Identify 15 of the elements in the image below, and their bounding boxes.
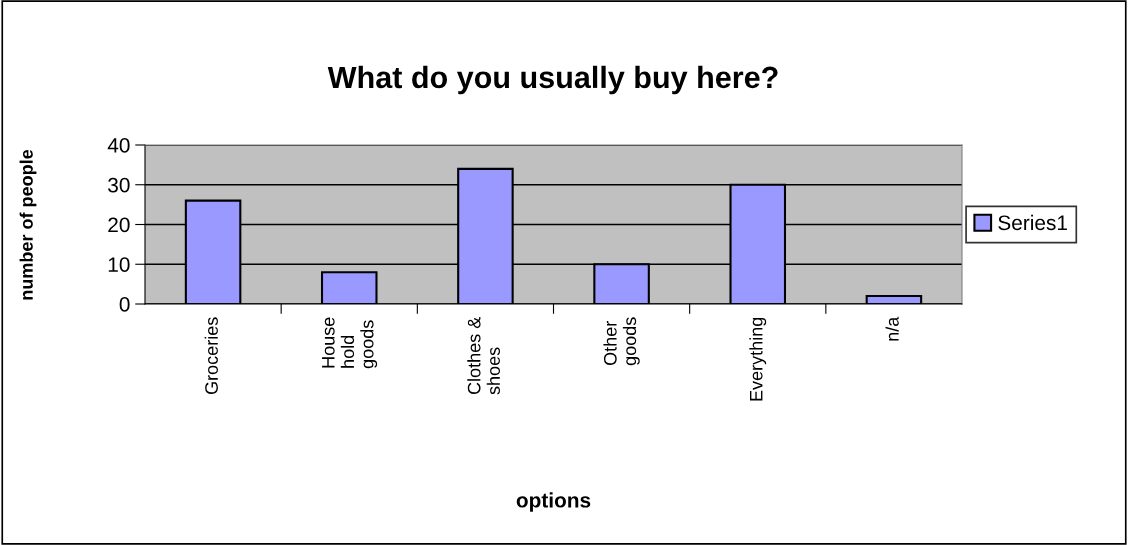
- x-tick-label: Everything: [749, 317, 767, 401]
- y-tick-label: 0: [119, 297, 130, 312]
- x-axis-title: options: [516, 492, 591, 512]
- x-tick-label: Clothes & shoes: [467, 317, 500, 395]
- y-tick-label: 10: [108, 257, 130, 272]
- y-tick-label: 30: [108, 177, 130, 193]
- y-tick-label: 20: [108, 217, 130, 233]
- chart-title: What do you usually buy here?: [327, 65, 778, 95]
- x-tick-label: Groceries: [204, 317, 218, 395]
- x-tick-label: House hold goods: [322, 317, 378, 369]
- y-tick-label: 40: [107, 138, 130, 153]
- legend-label: Series1: [998, 214, 1067, 231]
- x-tick-label: Other goods: [603, 317, 640, 366]
- y-axis-title: number of people: [19, 149, 37, 300]
- x-tick-label: n/a: [885, 316, 899, 341]
